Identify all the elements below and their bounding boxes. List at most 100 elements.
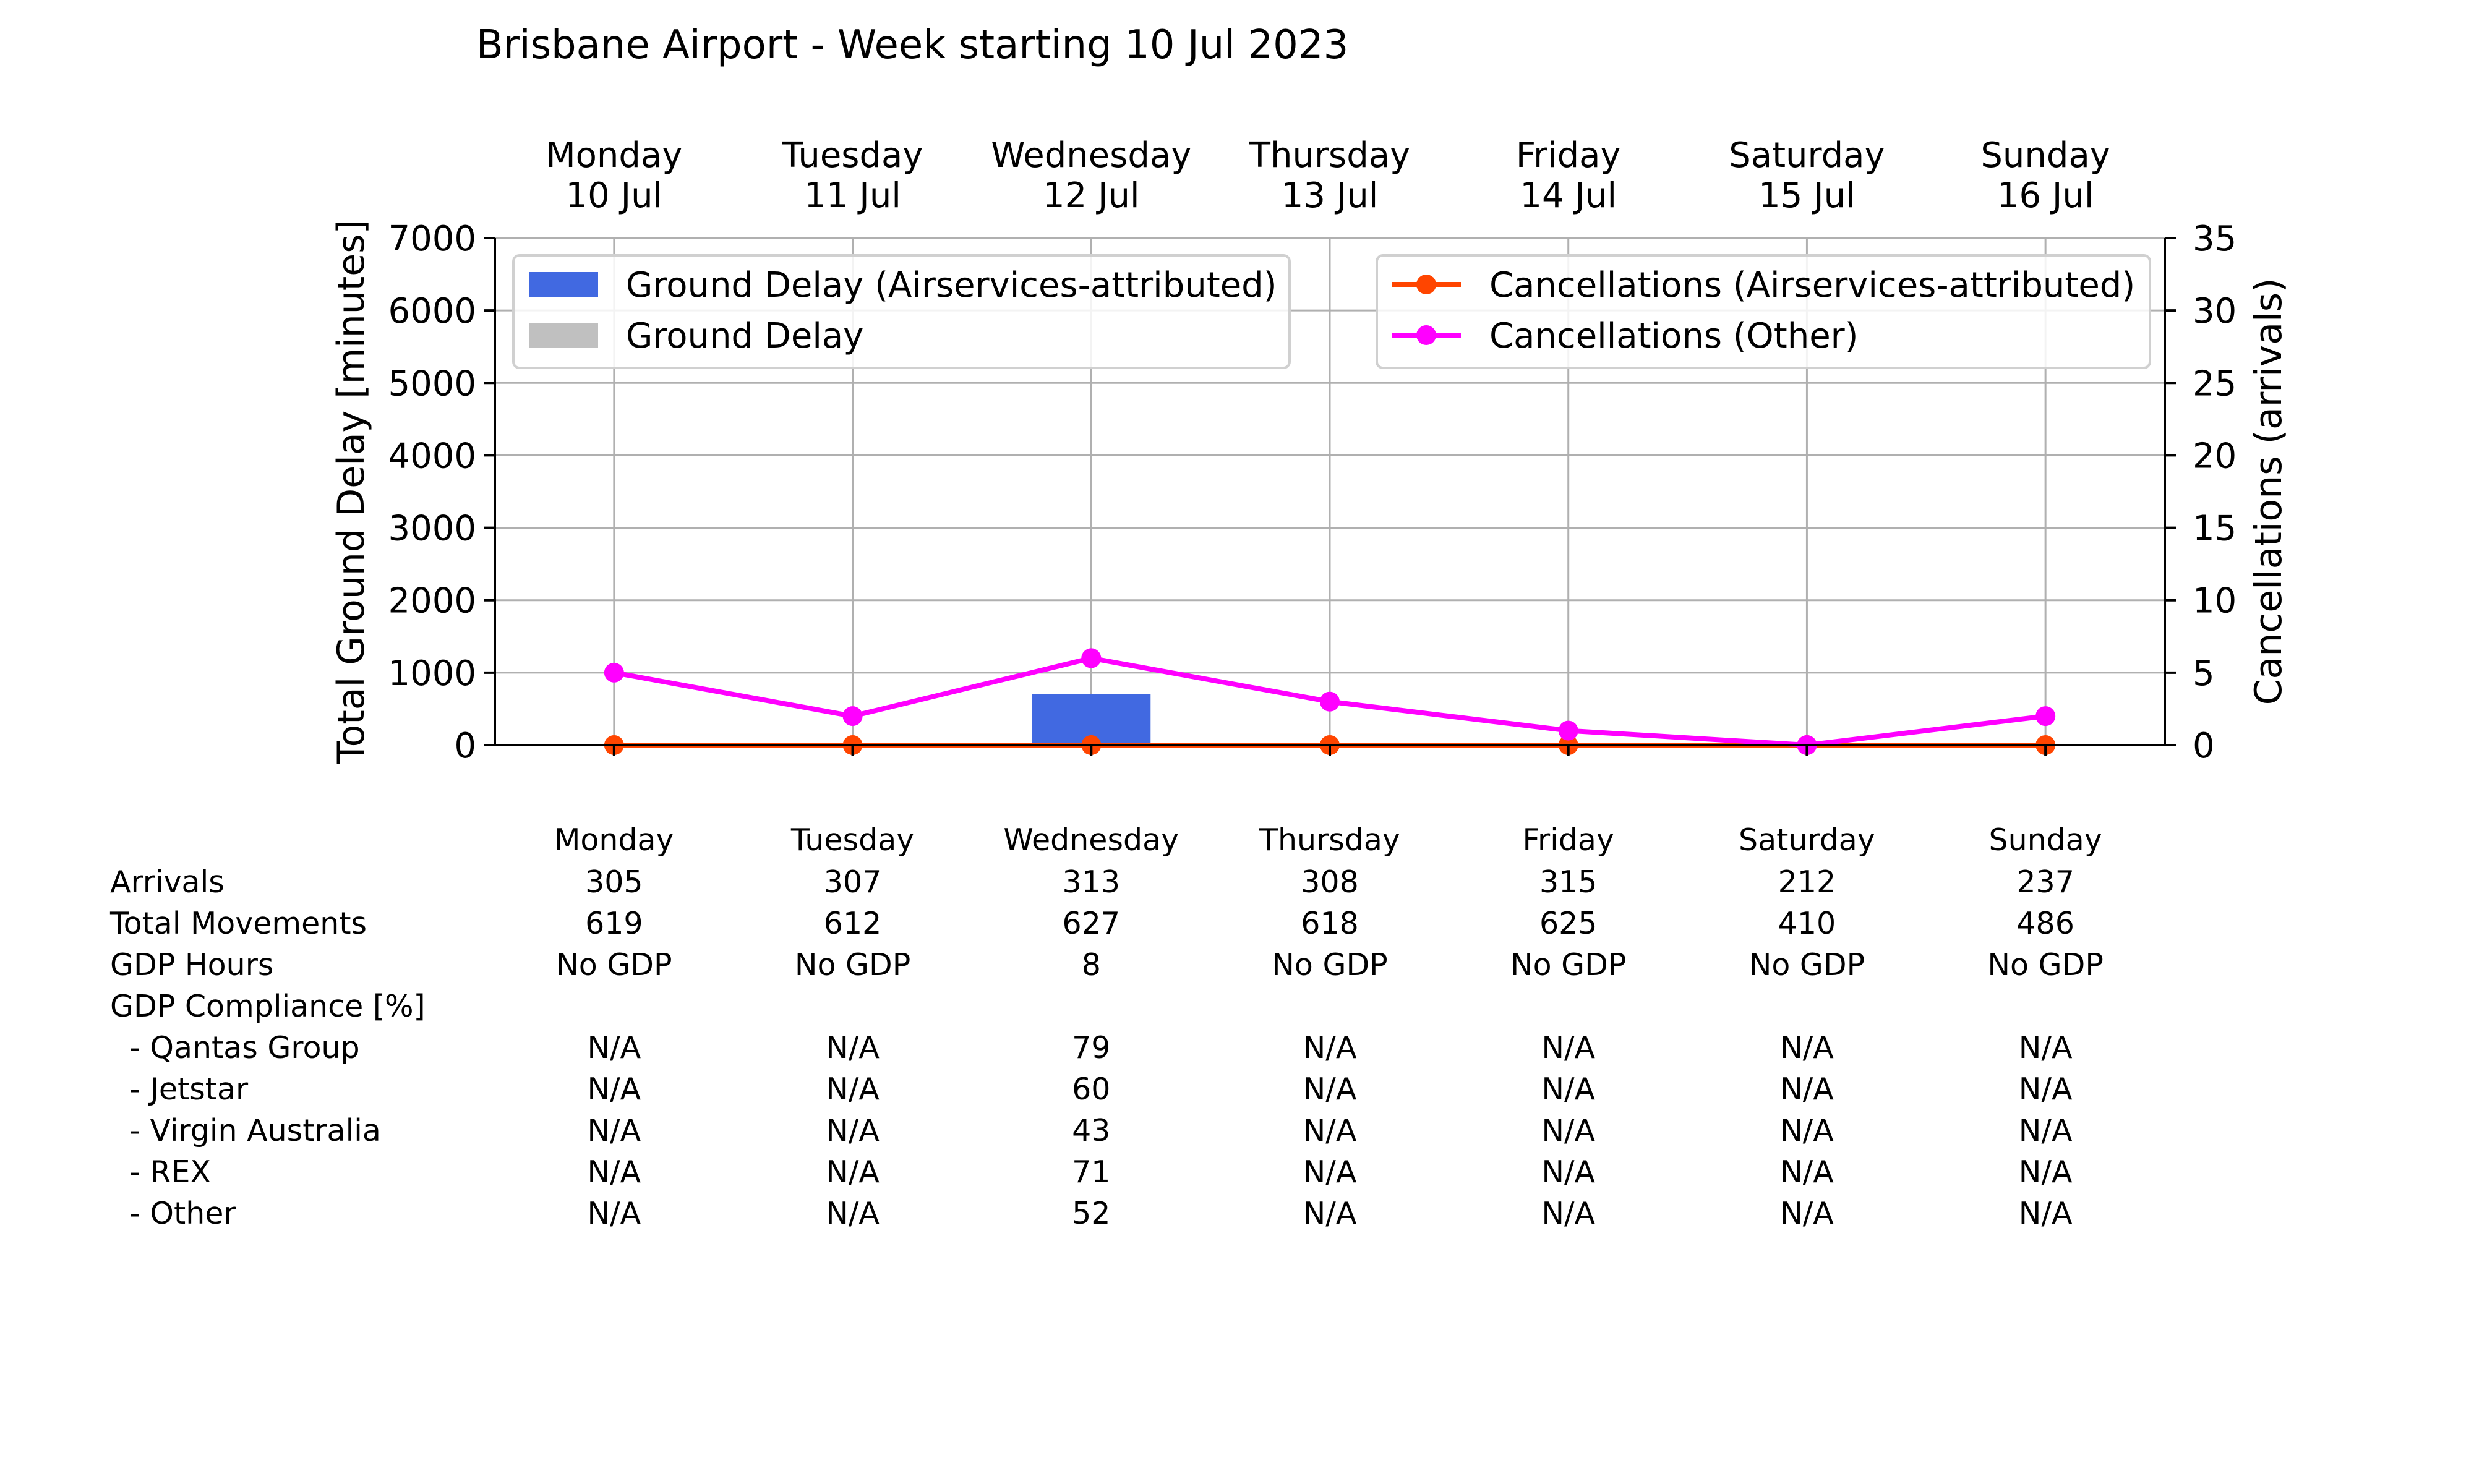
stats-cell: N/A (1303, 1154, 1357, 1190)
stats-row: Arrivals 305 307 313 308 315 212 237 (0, 861, 2474, 903)
stats-cell: N/A (1303, 1196, 1357, 1231)
stats-row: Total Movements 619 612 627 618 625 410 486 (0, 903, 2474, 945)
legends: Ground Delay (Airservices-attributed) Gro… (512, 254, 2151, 369)
stats-cell: N/A (1303, 1113, 1357, 1148)
legend-bar-swatch-0 (529, 272, 598, 297)
stats-cell: N/A (1780, 1030, 1834, 1065)
y-tick-label: 5000 (388, 364, 476, 404)
y-tick-label: 2000 (388, 581, 476, 621)
y-tick-label: 4000 (388, 436, 476, 476)
stats-cell: 43 (1072, 1113, 1111, 1148)
stats-cell: 52 (1072, 1196, 1111, 1231)
series-point-1-friday (1558, 720, 1578, 741)
x-category-label: Monday (546, 135, 682, 176)
legend-bars-box (512, 254, 1291, 369)
stats-header-cell: Thursday (1259, 822, 1400, 858)
y2-tick-label: 20 (2193, 436, 2236, 476)
y-tick-label: 6000 (388, 291, 476, 331)
stats-cell: 625 (1539, 906, 1598, 941)
y2-tick-label: 25 (2193, 364, 2236, 404)
stats-cell: N/A (1541, 1030, 1596, 1065)
stats-cell: N/A (1303, 1072, 1357, 1107)
stats-cell: 307 (823, 864, 882, 900)
stats-header-cell: Friday (1522, 822, 1614, 858)
stats-cell: 79 (1072, 1030, 1111, 1065)
chart-title: Brisbane Airport - Week starting 10 Jul … (476, 22, 1349, 68)
stats-row: - Qantas Group N/A N/A 79 N/A N/A N/A N/A (0, 1027, 2474, 1069)
x-category-label: Wednesday (991, 135, 1191, 176)
stats-cell: 612 (823, 906, 882, 941)
x-category-label: Tuesday (782, 135, 923, 176)
stats-cell: N/A (1541, 1154, 1596, 1190)
series-point-1-sunday (2035, 706, 2056, 727)
stats-cell: No GDP (1510, 947, 1627, 983)
stats-cell: 619 (585, 906, 643, 941)
stats-cell: 237 (2016, 864, 2074, 900)
stats-cell: 305 (585, 864, 643, 900)
y2-tick-label: 30 (2193, 291, 2236, 331)
y-tick-label: 7000 (388, 219, 476, 259)
stats-header-row: Monday Tuesday Wednesday Thursday Friday Satu… (0, 819, 2474, 861)
stats-cell: No GDP (1987, 947, 2104, 983)
y-tick-label: 0 (454, 726, 476, 766)
stats-header-cell: Sunday (1988, 822, 2102, 858)
series-point-1-wednesday (1081, 648, 1102, 668)
stats-cell: N/A (826, 1196, 880, 1231)
y-tick-label: 1000 (388, 654, 476, 694)
stats-cell: 308 (1301, 864, 1359, 900)
stats-cell: N/A (2018, 1113, 2073, 1148)
stats-cell: N/A (587, 1030, 641, 1065)
stats-cell: No GDP (794, 947, 911, 983)
stats-cell: 313 (1062, 864, 1121, 900)
y2-axis-title: Cancellations (arrivals) (2247, 278, 2290, 706)
stats-row: - Virgin Australia N/A N/A 43 N/A N/A N/A N/A (0, 1110, 2474, 1152)
stats-cell: N/A (2018, 1072, 2073, 1107)
x-category-label: Thursday (1249, 135, 1410, 176)
stats-header-cell: Wednesday (1003, 822, 1179, 858)
stats-row-label: Arrivals (110, 864, 225, 900)
y-axis-title: Total Ground Delay [minutes] (330, 220, 373, 764)
legend-bar-label-0: Ground Delay (Airservices-attributed) (626, 265, 1277, 305)
stats-cell: N/A (587, 1196, 641, 1231)
stats-row: - REX N/A N/A 71 N/A N/A N/A N/A (0, 1151, 2474, 1193)
stats-cell: N/A (826, 1154, 880, 1190)
x-category-date: 14 Jul (1520, 176, 1617, 216)
x-category-label: Saturday (1729, 135, 1885, 176)
stats-cell: N/A (587, 1154, 641, 1190)
x-category-date: 12 Jul (1043, 176, 1140, 216)
stats-row: - Jetstar N/A N/A 60 N/A N/A N/A N/A (0, 1068, 2474, 1111)
stats-cell: N/A (2018, 1030, 2073, 1065)
x-category-date: 10 Jul (566, 176, 663, 216)
stats-header-cell: Monday (554, 822, 674, 858)
stats-cell: N/A (826, 1030, 880, 1065)
stats-row: GDP Compliance [%] (0, 986, 2474, 1028)
legend-line-label-1: Cancellations (Other) (1489, 316, 1859, 356)
stats-cell: N/A (826, 1113, 880, 1148)
stats-cell: 8 (1081, 947, 1101, 983)
legend-bar-swatch-1 (529, 323, 598, 348)
stats-cell: 212 (1778, 864, 1836, 900)
x-category-label: Friday (1516, 135, 1621, 176)
y-tick-label: 3000 (388, 509, 476, 549)
stats-cell: N/A (1780, 1113, 1834, 1148)
x-category-label: Sunday (1980, 135, 2110, 176)
y2-tick-label: 35 (2193, 219, 2236, 259)
stats-cell: 486 (2016, 906, 2074, 941)
series-point-1-monday (604, 662, 624, 683)
legend-lines-box (1376, 254, 2151, 369)
stats-cell: No GDP (1272, 947, 1388, 983)
stats-cell: N/A (2018, 1196, 2073, 1231)
y2-tick-label: 10 (2193, 581, 2236, 621)
stats-cell: 627 (1062, 906, 1121, 941)
stats-cell: N/A (2018, 1154, 2073, 1190)
stats-cell: N/A (587, 1072, 641, 1107)
stats-row-label: - Other (110, 1196, 236, 1231)
stats-cell: 618 (1301, 906, 1359, 941)
stats-cell: 71 (1072, 1154, 1111, 1190)
stats-cell: N/A (1541, 1196, 1596, 1231)
stats-row: GDP Hours No GDP No GDP 8 No GDP No GDP No GDP… (0, 944, 2474, 986)
stats-row-label: - Qantas Group (110, 1030, 360, 1065)
stats-cell: N/A (1780, 1196, 1834, 1231)
stats-cell: 60 (1072, 1072, 1111, 1107)
